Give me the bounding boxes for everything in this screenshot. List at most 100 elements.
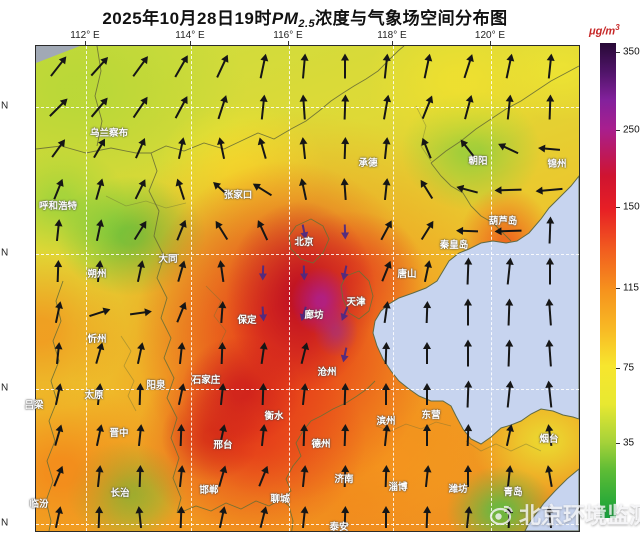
city-label: 邢台 [213,440,233,451]
longitude-tick-mark [490,41,491,45]
city-boundary [465,440,542,452]
city-label: 长治 [110,488,130,499]
watermark: 北京环境监测 [489,498,640,530]
colorbar-tick-mark [616,130,620,131]
sea-area [372,175,579,445]
city-label: 廊坊 [304,310,324,321]
city-boundary [120,335,137,412]
colorbar-tick-label: 250 [623,124,640,136]
city-label: 锦州 [547,159,567,170]
colorbar-tick-mark [616,443,620,444]
city-label: 阳泉 [146,380,166,391]
city-label: 天津 [346,297,366,308]
city-label: 朔州 [87,269,107,280]
title-suffix: 浓度与气象场空间分布图 [315,9,508,28]
city-label: 呼和浩特 [38,201,78,212]
wind-arrow [382,383,390,405]
gridline-horizontal [36,524,579,525]
city-label: 唐山 [397,269,417,280]
watermark-text: 北京环境监测 [519,503,640,528]
wind-arrow [464,298,472,326]
city-label: 忻州 [87,334,107,345]
province-boundary [36,46,405,154]
longitude-tick-mark [85,41,86,45]
city-label: 衡水 [264,411,284,422]
city-label: 滨州 [376,416,396,427]
longitude-tick-label: 118° E [377,30,407,41]
weibo-icon [489,505,513,526]
gridline-horizontal [36,254,579,255]
city-label: 淄博 [388,482,408,493]
city-label: 葫芦岛 [488,216,518,227]
city-label: 大同 [158,254,178,265]
gridline-vertical [86,46,87,531]
wind-arrow [341,53,349,79]
wind-arrow [457,229,479,233]
longitude-tick-label: 116° E [273,30,303,41]
city-label: 沧州 [317,367,337,378]
wind-arrow [546,257,554,285]
city-label: 太原 [84,390,104,401]
province-boundary [430,65,579,164]
city-label: 泰安 [329,522,349,533]
colorbar-tick-label: 35 [623,437,635,449]
latitude-tick-label: N [1,247,9,259]
wind-arrow [343,224,347,238]
page-title: 2025年10月28日19时PM2.5浓度与气象场空间分布图 [0,4,610,30]
title-pm-subscript: 2.5 [298,18,316,30]
gridline-vertical [491,46,492,531]
map-corner-cutoff [36,46,80,63]
province-boundary [45,280,64,531]
city-label: 烟台 [539,434,559,445]
longitude-tick-mark [392,41,393,45]
colorbar-tick-label: 115 [623,282,639,294]
city-label: 承德 [358,158,378,169]
longitude-tick-label: 114° E [175,30,205,41]
wind-arrow [423,342,431,364]
title-pm: PM [271,9,299,28]
wind-arrow [464,465,472,487]
city-boundary [205,285,227,347]
map-shapes-svg [36,46,579,531]
province-boundary [178,380,376,514]
colorbar-tick-mark [616,368,620,369]
city-label: 青岛 [503,487,523,498]
city-label: 临汾 [29,499,49,510]
city-label: 济南 [334,474,354,485]
title-prefix: 2025年10月28日19时 [102,9,272,28]
city-label: 乌兰察布 [89,128,129,139]
city-label: 石家庄 [191,375,221,386]
city-label: 聊城 [270,494,290,505]
province-boundary [288,218,330,264]
city-label: 潍坊 [448,484,468,495]
city-label: 北京 [294,237,314,248]
city-label: 朝阳 [468,156,488,167]
latitude-tick-label: N [1,100,9,112]
province-boundary [340,270,374,320]
latitude-tick-label: N [1,382,9,394]
longitude-tick-label: 112° E [70,30,100,41]
city-boundary [105,195,187,209]
city-label: 晋中 [109,428,129,439]
latitude-tick-label: N [1,517,9,529]
city-label: 张家口 [223,190,253,201]
city-label: 吕梁 [24,400,44,411]
province-boundary [94,46,103,147]
longitude-tick-mark [288,41,289,45]
wind-arrow [261,265,265,279]
wind-arrow [302,265,306,279]
sea-area [524,468,579,531]
wind-arrow [382,506,390,528]
colorbar-unit-label: μg/m3 [589,23,620,38]
wind-arrow [423,383,431,405]
gridline-vertical [393,46,394,531]
colorbar-tick-mark [616,52,620,53]
wind-arrow [423,424,431,446]
longitude-tick-label: 120° E [474,30,506,41]
colorbar-tick-label: 75 [623,362,635,374]
city-label: 邯郸 [199,485,219,496]
wind-arrow [464,339,472,367]
gridline-vertical [191,46,192,531]
province-boundary [148,152,182,514]
